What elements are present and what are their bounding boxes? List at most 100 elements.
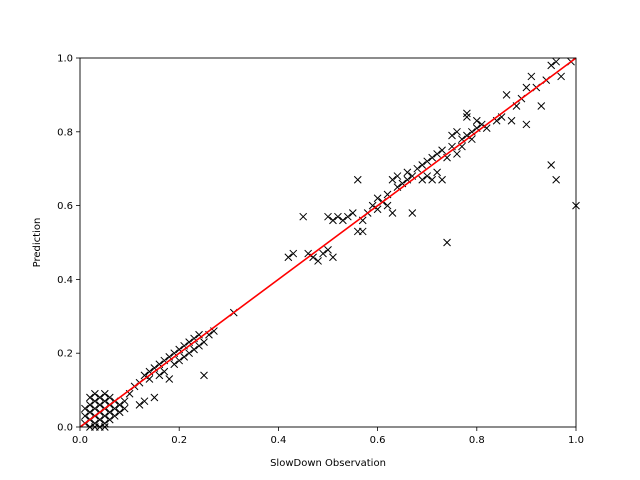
data-point [383, 201, 392, 210]
data-point [373, 194, 382, 203]
data-point [348, 209, 357, 217]
data-point [418, 175, 427, 184]
data-point [319, 249, 327, 258]
data-point [289, 249, 298, 258]
data-point [100, 419, 109, 428]
data-point [140, 397, 149, 406]
y-axis-label: Prediction [32, 218, 43, 268]
data-point [408, 209, 417, 217]
data-point [299, 212, 308, 221]
data-point [115, 401, 124, 409]
x-tick-label: 1.0 [568, 435, 584, 446]
data-point [448, 131, 456, 140]
data-point [334, 212, 342, 221]
data-point [105, 393, 114, 402]
data-point [165, 375, 174, 383]
data-point [522, 83, 531, 92]
data-point [160, 367, 169, 376]
data-point [502, 91, 511, 99]
data-point [522, 120, 531, 129]
y-tick-label: 0.2 [57, 349, 73, 360]
y-axis-ticks: 0.0 0.2 0.4 0.6 0.8 1.0 [57, 54, 80, 434]
data-point [547, 61, 556, 70]
data-point [100, 397, 109, 406]
data-point [463, 109, 471, 118]
x-tick-label: 0.4 [270, 435, 286, 446]
data-point [190, 345, 198, 354]
data-point [388, 209, 397, 217]
data-point [95, 393, 104, 402]
data-point [120, 404, 129, 413]
data-point [527, 72, 536, 81]
data-point [95, 401, 104, 409]
data-point [393, 172, 402, 180]
data-point [428, 153, 437, 162]
data-point [105, 415, 114, 424]
data-point [438, 146, 446, 155]
data-point [100, 389, 109, 398]
data-point [329, 216, 337, 225]
data-point [463, 113, 471, 121]
data-point [120, 397, 129, 406]
data-point [433, 150, 441, 158]
data-point [180, 353, 189, 361]
data-point [86, 408, 94, 417]
data-point [552, 175, 561, 184]
data-point [110, 412, 119, 420]
data-point [453, 150, 461, 158]
data-point [358, 227, 367, 236]
data-point [353, 175, 362, 184]
data-point [91, 389, 99, 398]
data-point [115, 408, 124, 417]
data-point [81, 412, 89, 420]
data-point [433, 168, 441, 177]
data-point [91, 419, 99, 428]
data-point [185, 349, 193, 358]
data-point [324, 212, 332, 221]
data-point [453, 127, 461, 136]
data-point [423, 172, 432, 180]
data-point [195, 341, 203, 350]
y-tick-label: 0.6 [57, 201, 73, 212]
x-axis-label: SlowDown Observation [270, 458, 386, 469]
x-tick-label: 0.8 [469, 435, 485, 446]
data-point [428, 175, 437, 184]
data-point [175, 356, 184, 365]
data-point [403, 168, 412, 177]
x-tick-label: 0.0 [72, 435, 88, 446]
x-tick-label: 0.2 [171, 435, 187, 446]
data-point [100, 412, 109, 420]
x-axis-ticks: 0.0 0.2 0.4 0.6 0.8 1.0 [72, 427, 584, 446]
data-point [91, 404, 99, 413]
data-point [413, 164, 422, 173]
data-point [110, 404, 119, 413]
data-point [86, 401, 94, 409]
data-point [95, 415, 104, 424]
data-point [324, 246, 332, 254]
data-point [284, 253, 293, 262]
y-tick-label: 0.8 [57, 127, 73, 138]
data-point [150, 393, 159, 402]
data-point [105, 408, 114, 417]
data-point [557, 72, 565, 81]
data-point [155, 371, 164, 380]
data-point [438, 175, 446, 184]
data-point [507, 116, 516, 125]
data-point [339, 216, 347, 225]
data-point [91, 397, 99, 406]
data-point [472, 116, 481, 125]
y-tick-label: 1.0 [57, 54, 73, 65]
data-point [443, 238, 451, 247]
data-point [423, 157, 432, 166]
data-point [537, 102, 546, 110]
y-tick-label: 0.4 [57, 275, 73, 286]
data-point [418, 161, 427, 169]
data-point [135, 401, 144, 409]
data-point [388, 175, 397, 184]
data-point [547, 161, 556, 169]
fit-line [79, 57, 577, 428]
axes-frame [79, 57, 577, 428]
plot-area [79, 57, 580, 431]
data-point [170, 360, 179, 369]
